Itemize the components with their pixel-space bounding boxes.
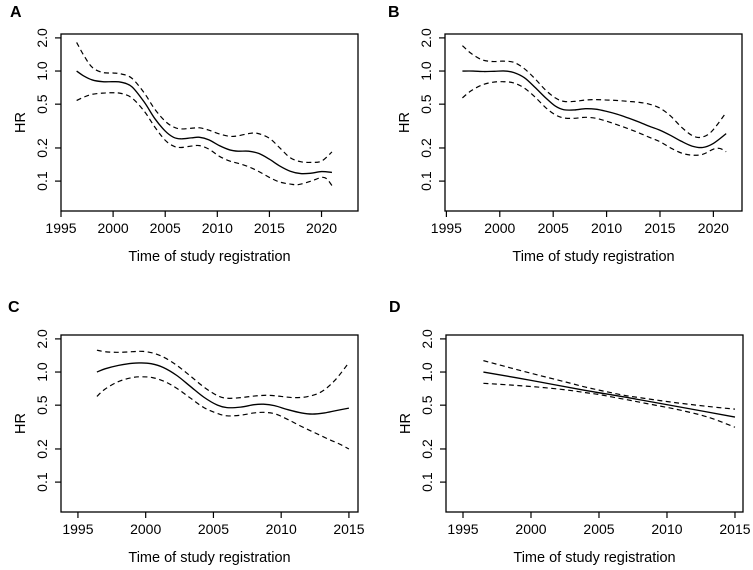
x-axis-title: Time of study registration — [512, 249, 674, 265]
series-ci-upper — [483, 360, 736, 410]
y-tick-label: 0.1 — [419, 472, 435, 492]
panel-label-a: A — [10, 4, 22, 21]
x-tick-label: 2020 — [306, 220, 337, 236]
y-axis-title: HR — [397, 112, 413, 133]
series-ci-upper — [462, 45, 727, 139]
y-tick-label: 1.0 — [34, 362, 50, 382]
y-tick-label: 2.0 — [419, 329, 435, 349]
y-tick-label: 0.5 — [419, 395, 435, 415]
y-axis-title: HR — [398, 413, 414, 434]
y-tick-label: 2.0 — [418, 28, 434, 48]
series-hr-estimate — [462, 70, 727, 149]
x-tick-label: 2015 — [644, 220, 675, 236]
x-axis-title: Time of study registration — [513, 550, 675, 566]
x-tick-label: 2010 — [591, 220, 622, 236]
x-tick-label: 2010 — [651, 521, 682, 537]
x-tick-label: 2015 — [254, 220, 285, 236]
panel-label-c: C — [8, 299, 20, 316]
x-tick-label: 2010 — [202, 220, 233, 236]
x-tick-label: 2000 — [130, 521, 161, 537]
y-tick-label: 0.1 — [34, 472, 50, 492]
y-tick-label: 0.2 — [34, 138, 50, 158]
plot-box — [444, 33, 743, 212]
y-tick-label: 1.0 — [418, 61, 434, 81]
x-tick-label: 2000 — [515, 521, 546, 537]
x-tick-label: 2015 — [333, 521, 364, 537]
x-tick-label: 2005 — [150, 220, 181, 236]
x-tick-label: 2015 — [719, 521, 750, 537]
x-tick-label: 2005 — [198, 521, 229, 537]
y-tick-label: 0.2 — [418, 138, 434, 158]
y-tick-label: 0.5 — [34, 395, 50, 415]
x-tick-label: 2000 — [98, 220, 129, 236]
series-ci-upper — [96, 349, 350, 399]
x-tick-label: 1995 — [447, 521, 478, 537]
y-tick-label: 0.5 — [418, 94, 434, 114]
panel-b: 1995 2000 2005 2010 2015 2020 2.0 1.0 0.5 0.2 0.1 T… — [397, 28, 743, 265]
y-tick-label: 0.1 — [418, 171, 434, 191]
panel-a: 1995 2000 2005 2010 2015 2020 2.0 1.0 0.5 0.2 0.1 T… — [13, 28, 359, 265]
y-tick-label: 1.0 — [419, 362, 435, 382]
y-axis-title: HR — [13, 413, 29, 434]
x-tick-label: 1995 — [45, 220, 76, 236]
y-tick-label: 0.2 — [419, 439, 435, 459]
series-ci-lower — [483, 382, 736, 428]
x-tick-label: 1995 — [431, 220, 462, 236]
series-ci-lower — [462, 81, 727, 156]
series-hr-estimate — [483, 371, 736, 418]
x-tick-label: 2005 — [538, 220, 569, 236]
series-hr-estimate — [96, 362, 350, 415]
y-tick-label: 0.1 — [34, 171, 50, 191]
x-tick-label: 2000 — [484, 220, 515, 236]
x-tick-label: 2005 — [583, 521, 614, 537]
panel-label-b: B — [388, 4, 400, 21]
x-axis-title: Time of study registration — [128, 249, 290, 265]
series-hr-estimate — [76, 70, 333, 175]
panel-c: 1995 2000 2005 2010 2015 2.0 1.0 0.5 0.2 0.1 Time … — [13, 329, 365, 566]
y-tick-label: 1.0 — [34, 61, 50, 81]
x-tick-label: 1995 — [62, 521, 93, 537]
plot-box — [60, 334, 359, 513]
series-ci-lower — [96, 376, 350, 450]
y-tick-label: 2.0 — [34, 329, 50, 349]
x-tick-label: 2020 — [698, 220, 729, 236]
series-ci-lower — [76, 92, 333, 186]
series-ci-upper — [76, 42, 333, 164]
y-tick-label: 2.0 — [34, 28, 50, 48]
x-axis-title: Time of study registration — [128, 550, 290, 566]
panel-label-d: D — [389, 299, 401, 316]
x-tick-label: 2010 — [266, 521, 297, 537]
y-tick-label: 0.2 — [34, 439, 50, 459]
plot-box — [445, 334, 744, 513]
y-axis-title: HR — [13, 112, 29, 133]
panel-d: 1995 2000 2005 2010 2015 2.0 1.0 0.5 0.2 0.1 Time … — [398, 329, 751, 566]
y-tick-label: 0.5 — [34, 94, 50, 114]
plot-box — [60, 33, 359, 212]
